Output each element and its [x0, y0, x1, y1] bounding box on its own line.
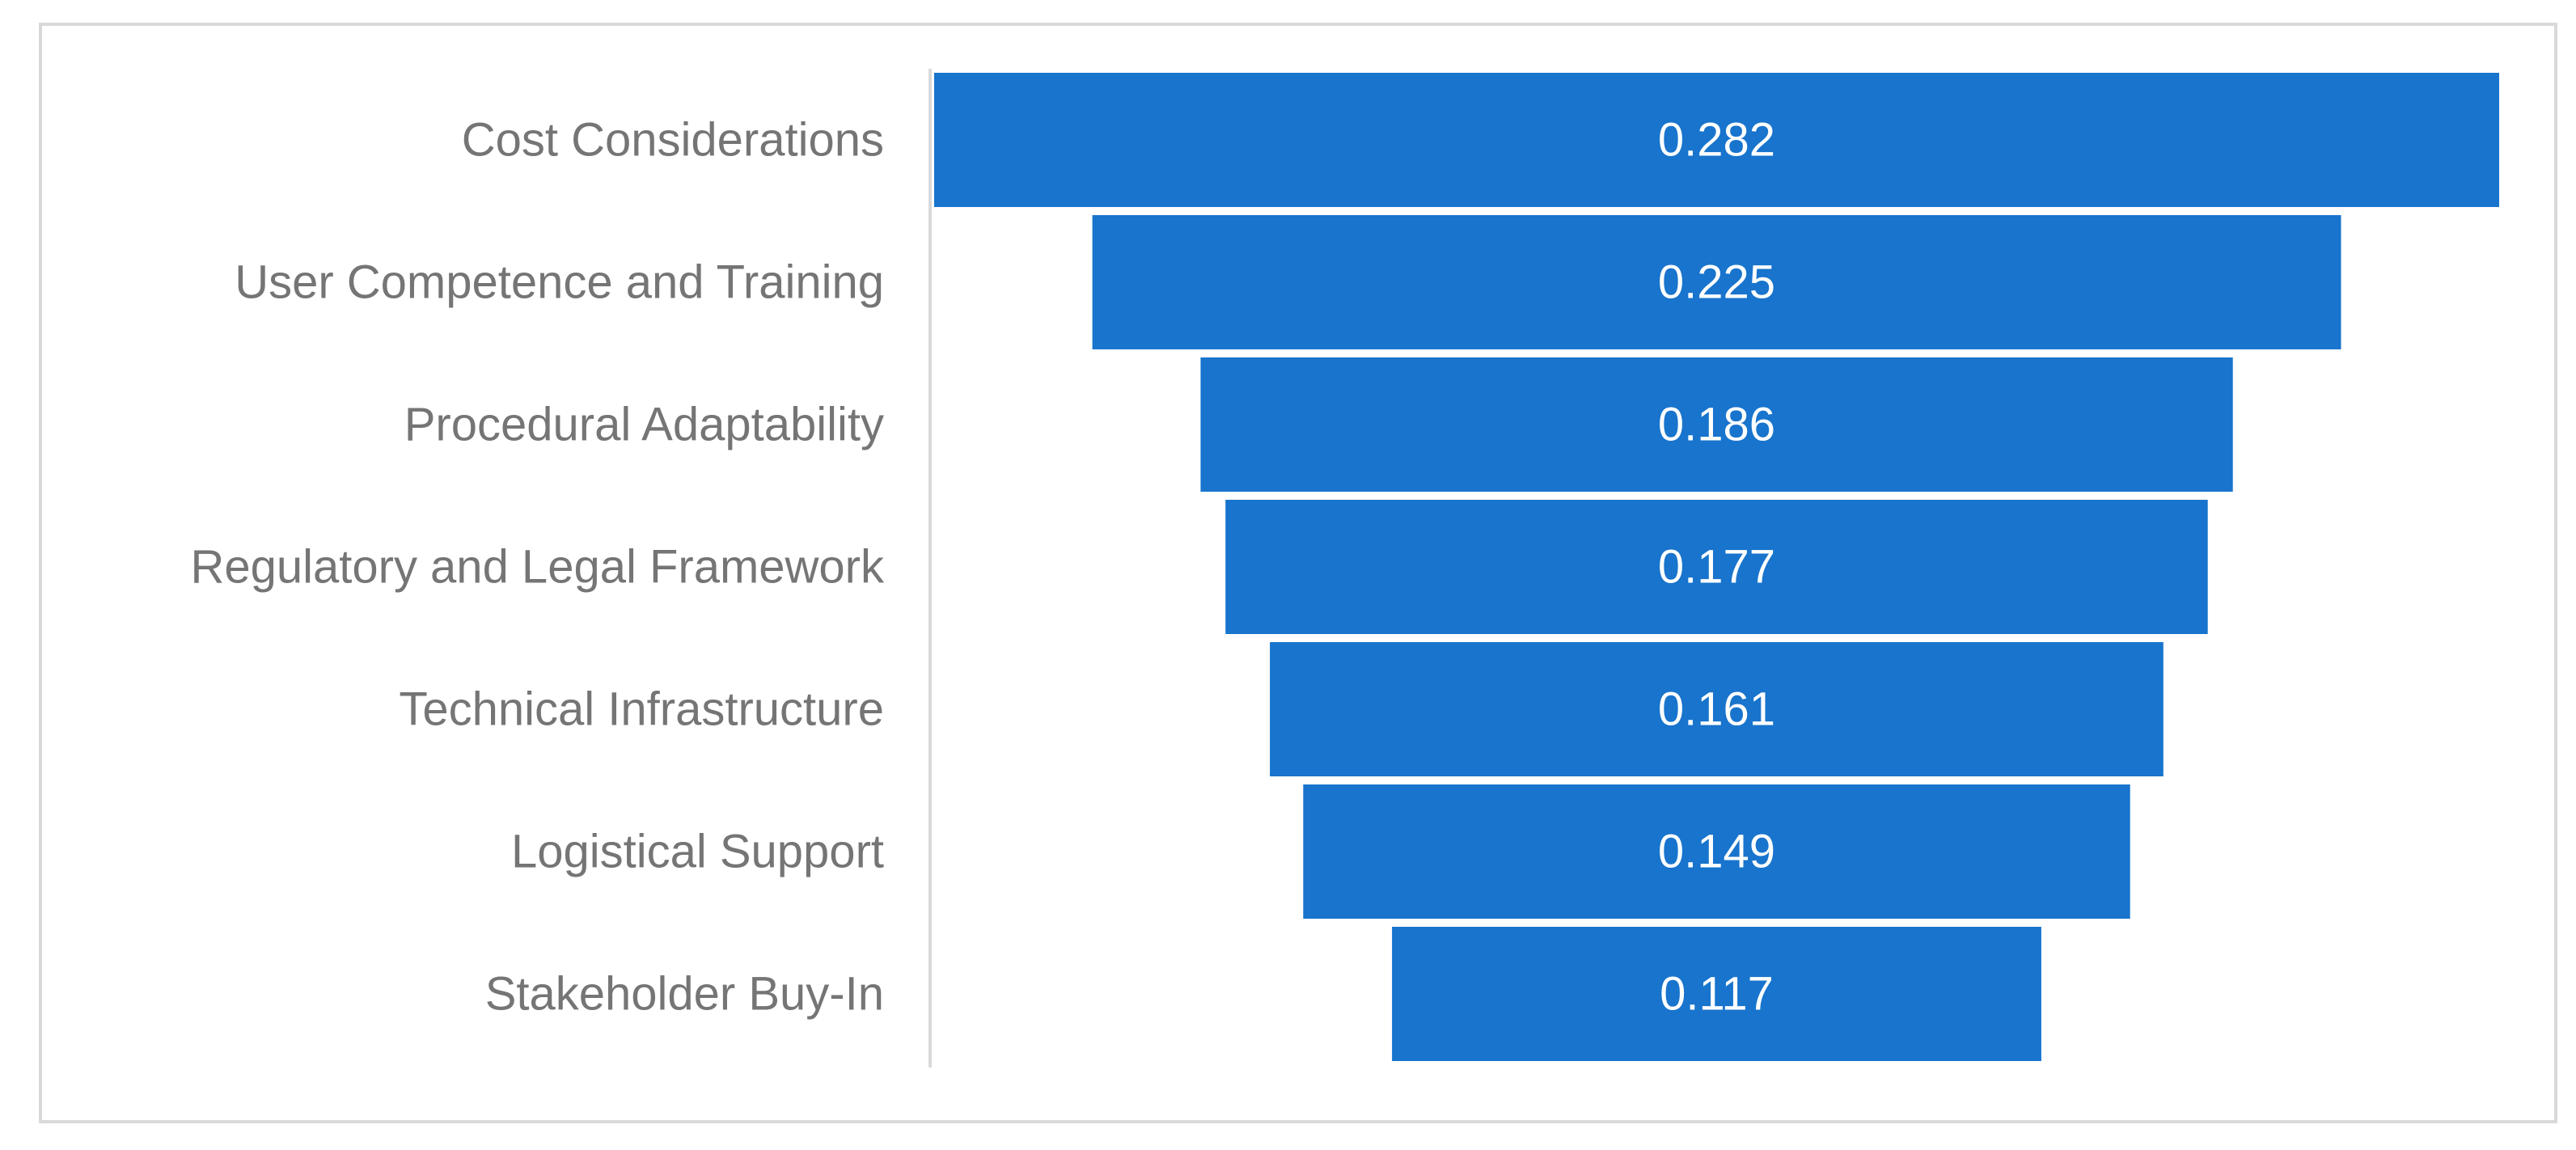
value-label-1: 0.282 [1658, 114, 1775, 167]
value-label-4: 0.177 [1658, 541, 1775, 594]
category-label-3: Procedural Adaptability [404, 399, 884, 451]
value-label-7: 0.117 [1660, 968, 1774, 1021]
category-label-7: Stakeholder Buy-In [485, 968, 884, 1021]
value-label-3: 0.186 [1658, 399, 1775, 451]
category-labels-group: Cost Considerations User Competence and T… [190, 114, 885, 1021]
value-label-6: 0.149 [1658, 826, 1775, 878]
bar-7 [1392, 927, 2041, 1061]
bars-group [934, 73, 2499, 1061]
bar-3 [1200, 357, 2233, 492]
category-label-6: Logistical Support [511, 826, 884, 878]
bar-4 [1225, 500, 2208, 634]
bar-5 [1270, 642, 2164, 776]
category-label-5: Technical Infrastructure [399, 683, 884, 736]
bar-2 [1092, 215, 2341, 349]
value-label-5: 0.161 [1658, 683, 1775, 736]
category-label-2: User Competence and Training [235, 256, 884, 309]
category-label-4: Regulatory and Legal Framework [190, 541, 885, 594]
category-label-1: Cost Considerations [462, 114, 884, 167]
value-label-2: 0.225 [1658, 256, 1775, 309]
value-labels-group: 0.282 0.225 0.186 0.177 0.161 0.149 0.117 [1658, 114, 1775, 1021]
bar-1 [934, 73, 2499, 207]
bar-6 [1303, 784, 2130, 919]
